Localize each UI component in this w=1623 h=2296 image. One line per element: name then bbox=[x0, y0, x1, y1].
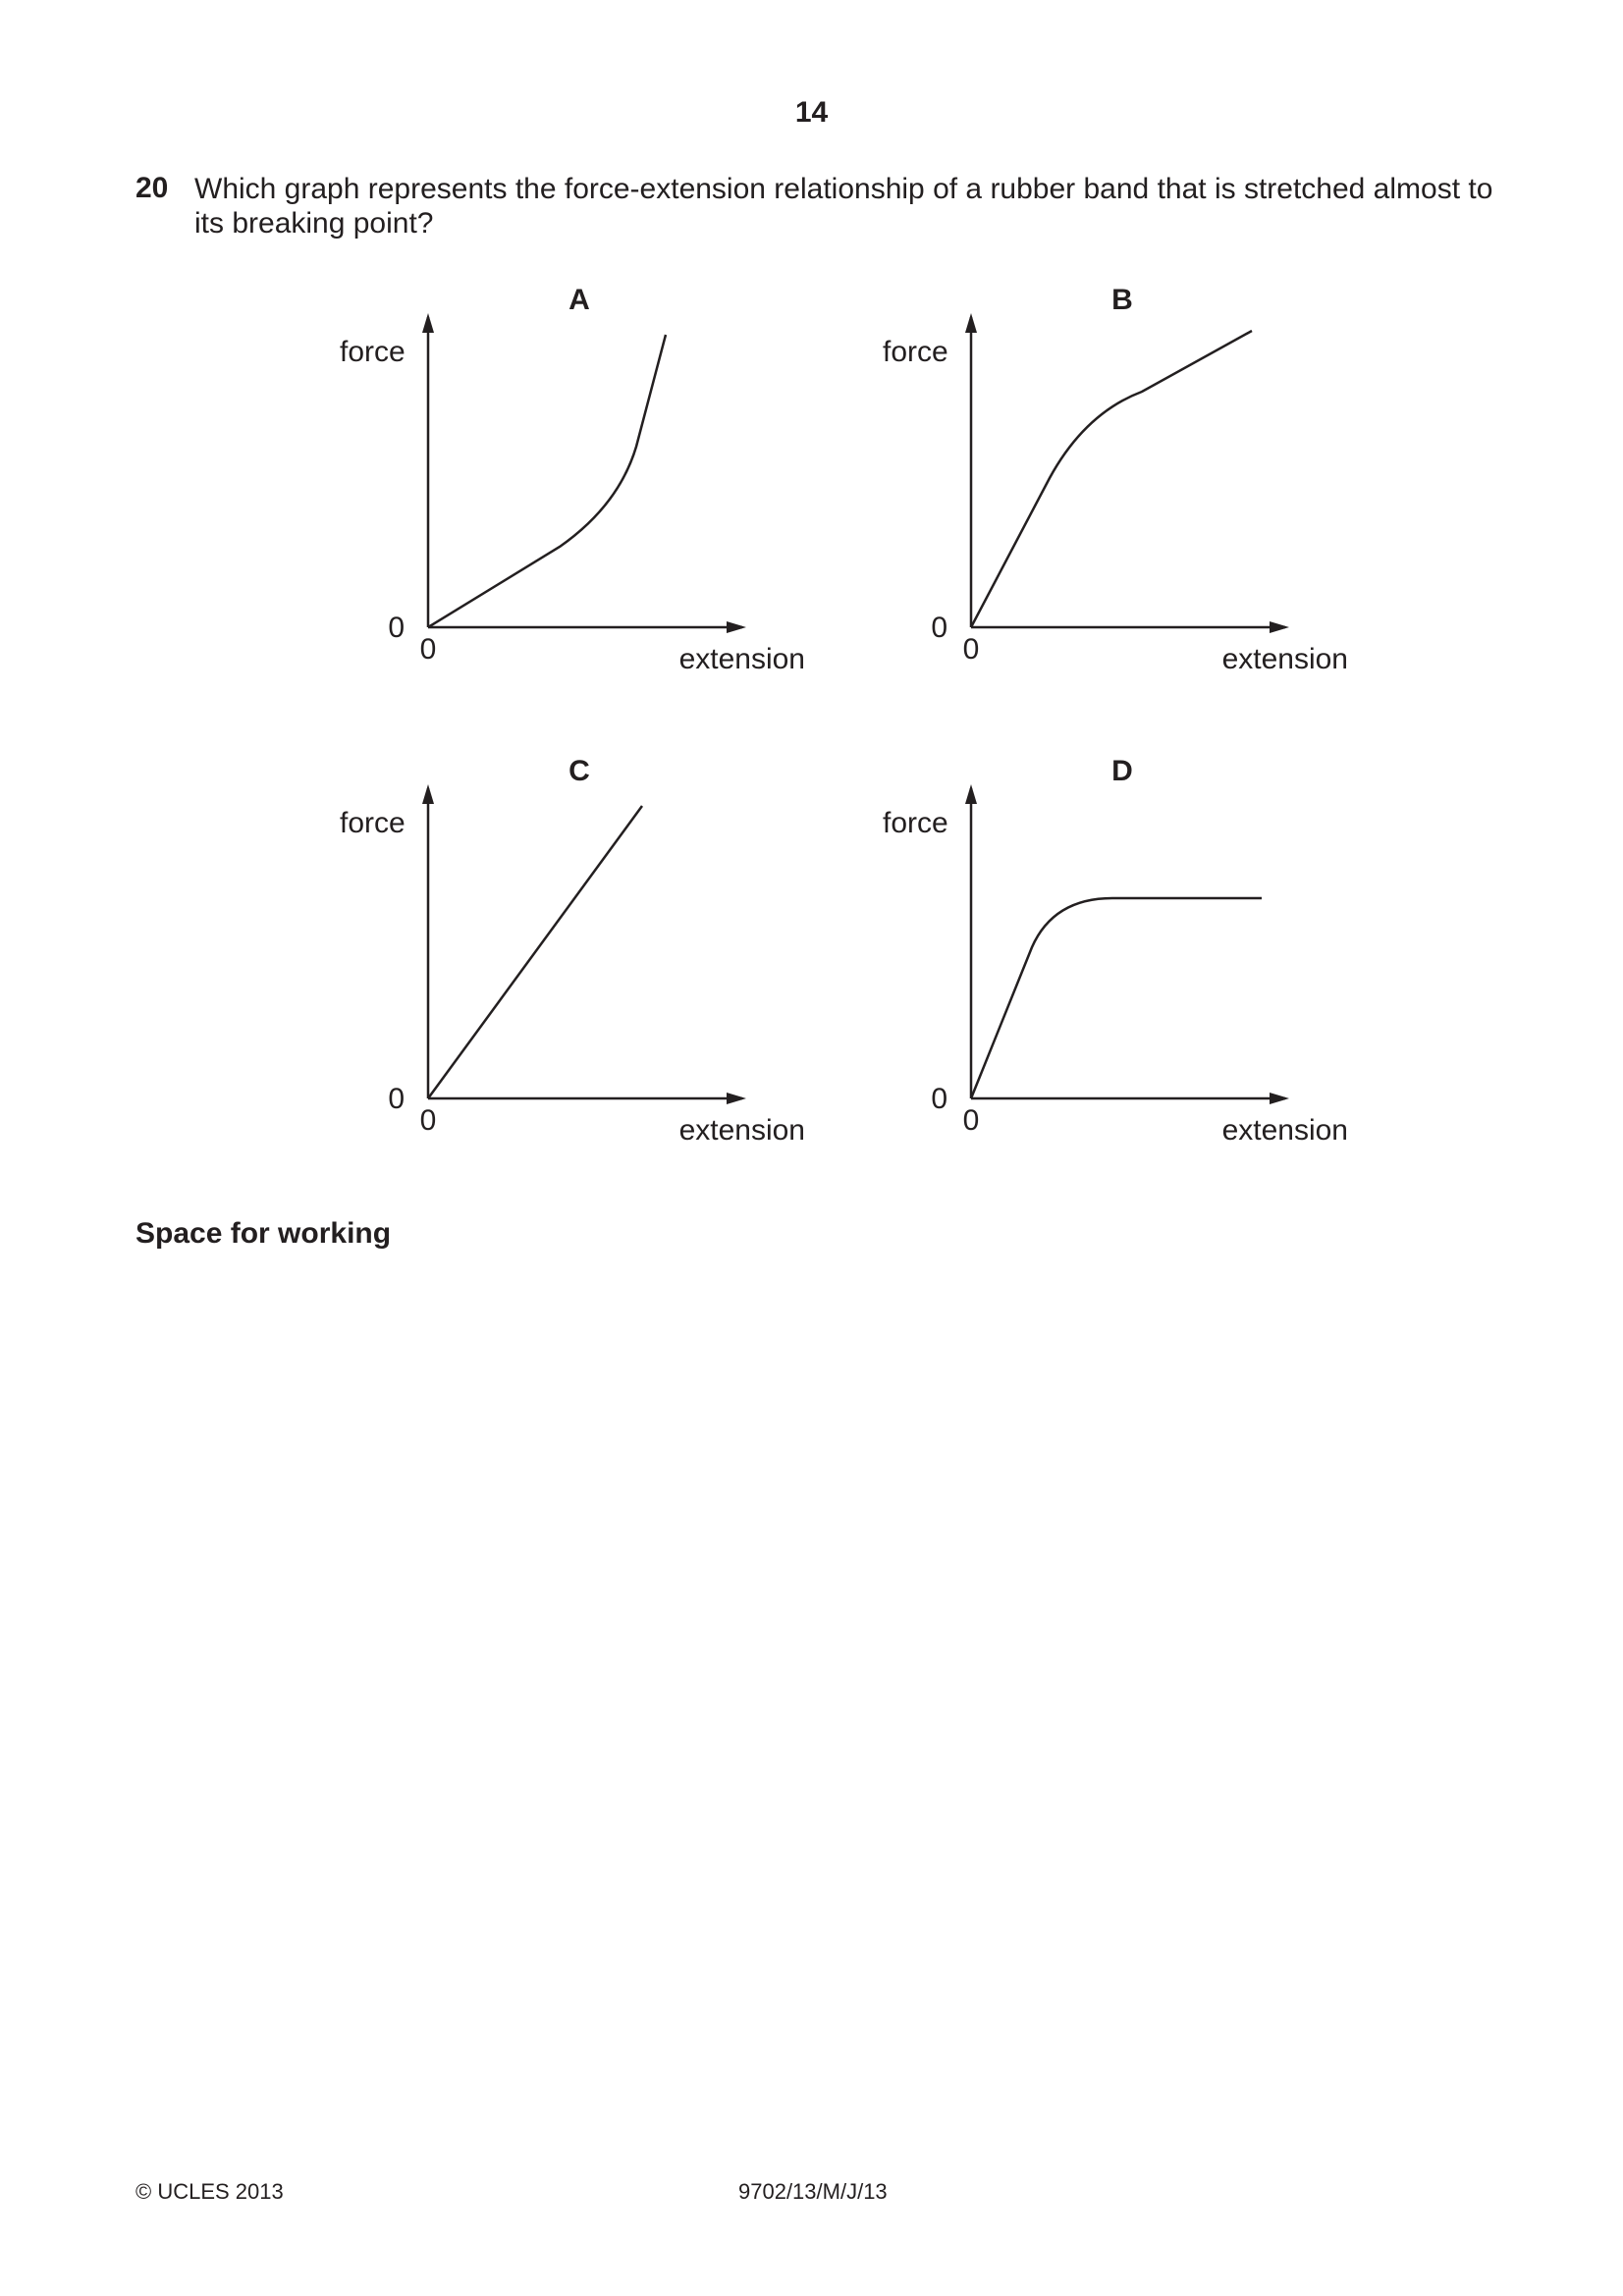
x-axis-arrowhead bbox=[727, 1093, 746, 1104]
force-extension-curve bbox=[427, 334, 668, 629]
y-origin-label: 0 bbox=[388, 1083, 405, 1115]
graph-label: B bbox=[1111, 284, 1133, 316]
x-axis-arrowhead bbox=[1270, 621, 1289, 633]
footer-copyright: © UCLES 2013 bbox=[135, 2179, 284, 2204]
graph-a: A force extension 0 0 bbox=[324, 270, 815, 682]
x-origin-label: 0 bbox=[420, 1104, 437, 1137]
graph-label: A bbox=[568, 284, 590, 316]
graph-d: D force extension 0 0 bbox=[867, 741, 1358, 1153]
x-axis-label: extension bbox=[1222, 643, 1348, 675]
y-axis-label: force bbox=[883, 336, 948, 368]
force-extension-curve bbox=[969, 329, 1253, 628]
x-axis-arrowhead bbox=[1270, 1093, 1289, 1104]
question-text: Which graph represents the force-extensi… bbox=[194, 173, 1493, 240]
y-axis-arrowhead bbox=[422, 313, 434, 333]
graph-a-svg: A force extension 0 0 bbox=[340, 284, 805, 675]
graph-label: C bbox=[568, 755, 590, 787]
y-axis-label: force bbox=[883, 807, 948, 839]
page-number: 14 bbox=[794, 96, 829, 129]
x-axis-label: extension bbox=[1222, 1114, 1348, 1147]
graph-d-svg: D force extension 0 0 bbox=[883, 755, 1348, 1147]
x-origin-label: 0 bbox=[963, 1104, 980, 1137]
graph-label: D bbox=[1111, 755, 1133, 787]
question-number: 20 bbox=[135, 172, 169, 204]
graph-c-svg: C force extension 0 0 bbox=[340, 755, 805, 1147]
space-for-working-label: Space for working bbox=[135, 1217, 392, 1250]
y-axis-arrowhead bbox=[422, 784, 434, 804]
x-axis-label: extension bbox=[679, 1114, 805, 1147]
x-origin-label: 0 bbox=[963, 633, 980, 666]
x-axis-arrowhead bbox=[727, 621, 746, 633]
x-origin-label: 0 bbox=[420, 633, 437, 666]
graph-c: C force extension 0 0 bbox=[324, 741, 815, 1153]
force-extension-curve bbox=[969, 896, 1262, 1099]
footer-paper-code: 9702/13/M/J/13 bbox=[738, 2179, 888, 2204]
force-extension-curve bbox=[426, 805, 644, 1099]
y-origin-label: 0 bbox=[931, 1083, 947, 1115]
y-origin-label: 0 bbox=[388, 612, 405, 644]
y-origin-label: 0 bbox=[931, 612, 947, 644]
x-axis-label: extension bbox=[679, 643, 805, 675]
y-axis-arrowhead bbox=[965, 784, 977, 804]
y-axis-label: force bbox=[340, 807, 406, 839]
y-axis-label: force bbox=[340, 336, 406, 368]
graph-b-svg: B force extension 0 0 bbox=[883, 284, 1348, 675]
y-axis-arrowhead bbox=[965, 313, 977, 333]
graph-b: B force extension 0 0 bbox=[867, 270, 1358, 682]
